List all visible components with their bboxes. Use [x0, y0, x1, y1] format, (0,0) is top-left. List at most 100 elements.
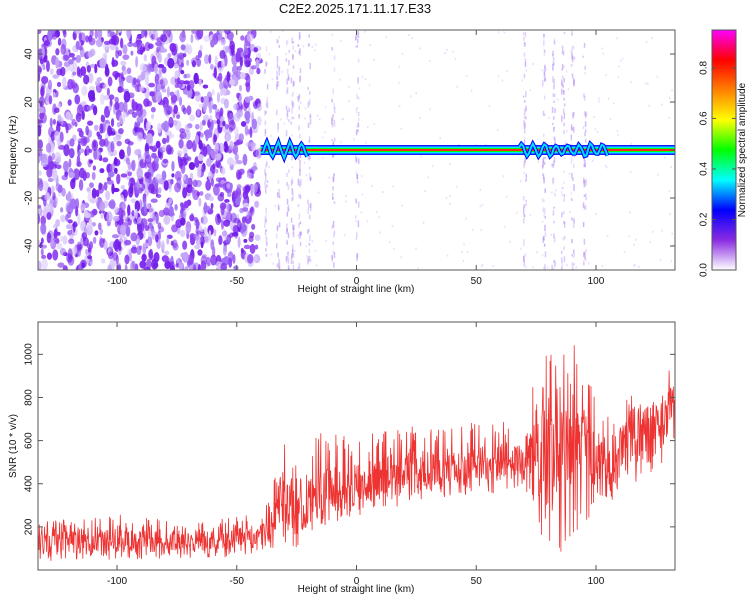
spectrogram-speck: [285, 53, 287, 56]
spectrogram-streak: [278, 66, 281, 70]
snr-x-tick-label: 0: [354, 576, 360, 587]
spectrogram-noise-blob: [103, 240, 108, 251]
spectrogram-speck: [424, 190, 426, 193]
spectrogram-streak: [333, 251, 336, 259]
spectrogram-streak: [543, 95, 546, 100]
spectrogram-speck: [324, 106, 327, 109]
spectrogram-noise-blob: [134, 121, 138, 134]
spectrogram-noise-blob: [215, 158, 221, 168]
spectrogram-noise-blob: [179, 131, 187, 140]
spectrogram-streak: [563, 246, 565, 251]
spectrogram-noise-blob: [182, 251, 189, 263]
spectrogram-noise-blob: [167, 57, 175, 69]
spectrogram-y-axis-label: Frequency (Hz): [8, 116, 19, 185]
spectrogram-streak: [277, 39, 279, 43]
spectrogram-speck: [411, 37, 413, 40]
spectrogram-streak: [524, 60, 527, 68]
spectrogram-speck: [466, 251, 469, 254]
spectrogram-speck: [638, 265, 640, 268]
spectrogram-streak: [543, 162, 546, 165]
spectrogram-streak: [553, 220, 555, 224]
spectrogram-noise-blob: [161, 66, 167, 74]
spectrogram-noise-blob: [53, 199, 58, 208]
spectrogram-streak: [553, 135, 555, 141]
spectrogram-speck: [598, 97, 600, 100]
spectrogram-noise-blob: [203, 114, 210, 122]
spectrogram-streak: [562, 123, 565, 126]
spectrogram-noise-blob: [239, 56, 243, 68]
spectrogram-streak: [265, 62, 268, 66]
spectrogram-speck: [480, 229, 482, 232]
spectrogram-streak: [523, 214, 526, 218]
spectrogram-noise-blob: [120, 185, 126, 190]
spectrogram-streak: [278, 258, 280, 265]
spectrogram-streak: [552, 76, 554, 83]
spectrogram-noise-blob: [186, 44, 193, 55]
spectrogram-noise-blob: [102, 157, 109, 163]
spectrogram-noise-blob: [107, 33, 111, 38]
spectrogram-noise-blob: [38, 213, 41, 225]
spectrogram-streak: [356, 45, 359, 48]
spectrogram-streak: [265, 253, 268, 257]
spectrogram-streak: [288, 118, 290, 123]
spectrogram-streak: [553, 38, 556, 43]
spectrogram-noise-blob: [176, 258, 180, 264]
spectrogram-noise-blob: [121, 65, 126, 72]
spectrogram-speck: [607, 97, 610, 100]
spectrogram-noise-blob: [98, 210, 106, 215]
spectrogram-streak: [544, 251, 547, 258]
spectrogram-streak: [286, 78, 288, 85]
spectrogram-noise-blob: [228, 120, 236, 131]
spectrogram-noise-blob: [218, 72, 223, 82]
spectrogram-streak: [309, 113, 312, 119]
spectrogram-speck: [668, 117, 671, 120]
spectrogram-noise-blob: [256, 116, 262, 127]
spectrogram-streak: [583, 95, 586, 101]
spectrogram-noise-blob: [98, 222, 102, 231]
spectrogram-noise-blob: [49, 68, 54, 75]
spectrogram-streak: [523, 262, 526, 266]
spectrogram-noise-blob: [248, 57, 252, 63]
spectrogram-streak: [573, 249, 575, 254]
spectrogram-noise-blob: [144, 154, 152, 165]
spectrogram-noise-blob: [202, 146, 208, 157]
spectrogram-streak: [264, 180, 266, 188]
spectrogram-speck: [429, 108, 431, 111]
spectrogram-streak: [265, 163, 267, 169]
spectrogram-streak: [357, 201, 360, 208]
spectrogram-streak: [523, 163, 525, 169]
spectrogram-speck: [317, 191, 320, 194]
spectrogram-noise-blob: [171, 160, 175, 172]
spectrogram-streak: [276, 109, 278, 116]
spectrogram-streak: [264, 110, 266, 116]
spectrogram-streak: [307, 101, 310, 108]
spectrogram-speck: [591, 160, 594, 163]
spectrogram-noise-blob: [155, 91, 162, 104]
spectrogram-noise-blob: [210, 254, 217, 266]
spectrogram-speck: [618, 65, 620, 68]
spectrogram-streak: [523, 126, 526, 130]
spectrogram-noise-blob: [67, 255, 75, 266]
spectrogram-noise-blob: [87, 120, 94, 126]
spectrogram-noise-blob: [250, 65, 257, 70]
spectrogram-noise-blob: [61, 187, 66, 197]
spectrogram-noise-blob: [255, 148, 262, 160]
spectrogram-noise-blob: [223, 98, 229, 109]
spectrogram-noise-blob: [202, 84, 209, 89]
spectrogram-streak: [524, 42, 526, 47]
spectrogram-noise-blob: [72, 59, 78, 72]
spectrogram-noise-blob: [62, 235, 68, 245]
spectrogram-noise-blob: [167, 53, 172, 58]
spectrogram-speck: [671, 89, 673, 92]
spectrogram-noise-blob: [188, 162, 196, 171]
spectrogram-streak: [276, 39, 279, 44]
spectrogram-streak: [276, 243, 278, 249]
snr-y-tick-label: 600: [24, 432, 35, 449]
spectrogram-streak: [584, 129, 587, 133]
spectrogram-streak: [332, 186, 334, 191]
spectrogram-streak: [554, 192, 556, 197]
spectrogram-streak: [582, 55, 585, 58]
spectrogram-streak: [291, 250, 294, 256]
spectrogram-noise-blob: [99, 93, 105, 105]
spectrogram-streak: [332, 197, 334, 200]
